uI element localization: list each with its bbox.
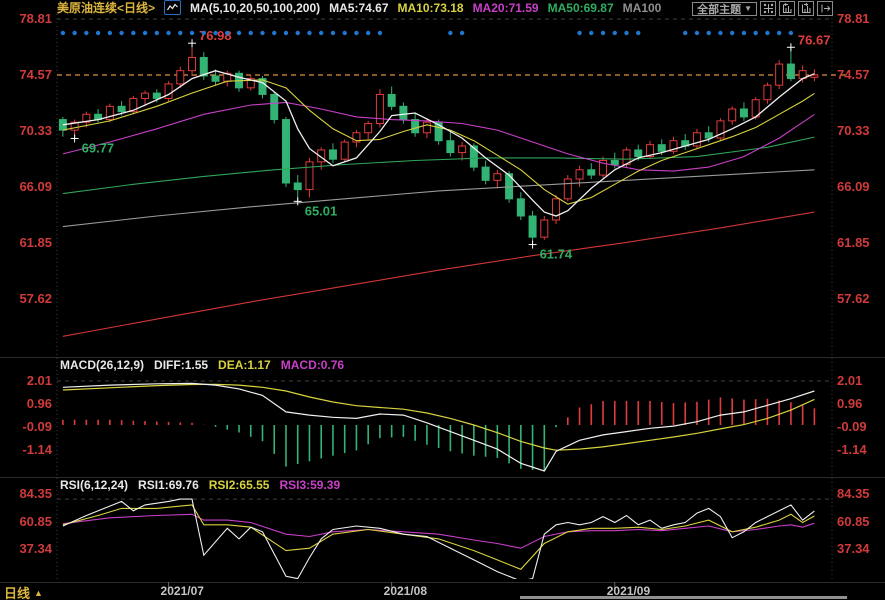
rsi-axis-label: 60.85: [19, 514, 52, 529]
ma20-value: MA20:71.59: [472, 0, 539, 15]
macd-axis-label: -0.09: [22, 419, 52, 434]
theme-dropdown-label: 全部主题: [697, 3, 742, 16]
chevron-down-icon: ▼: [744, 4, 752, 13]
macd-value: MACD:0.76: [280, 358, 345, 372]
price-axis-label: 57.62: [19, 291, 52, 306]
rsi2-value: RSI2:65.55: [208, 478, 270, 492]
signal-dots: [60, 30, 794, 36]
diff-line: [62, 382, 815, 472]
macd-diff-value: DIFF:1.55: [154, 358, 209, 372]
rsi-axis-label: 37.34: [837, 541, 870, 556]
period-selector[interactable]: 日线 ▲: [4, 583, 43, 600]
rsi3-value: RSI3:59.39: [279, 478, 341, 492]
rsi-axis-label: 84.35: [19, 486, 52, 501]
price-axis-label: 78.81: [19, 11, 52, 26]
theme-dropdown[interactable]: 全部主题 ▼: [692, 1, 757, 16]
ma-line-MA100: [62, 169, 815, 228]
dea-line: [62, 383, 815, 451]
horizontal-scrollbar-thumb[interactable]: [520, 596, 847, 599]
price-annotation: 76.98: [199, 28, 232, 43]
price-annotation: 76.67: [798, 32, 831, 47]
macd-panel-header[interactable]: MACD(26,12,9) DIFF:1.55 DEA:1.17 MACD:0.…: [60, 358, 344, 372]
price-axis-label: 70.33: [19, 123, 52, 138]
ma5-value: MA5:74.67: [329, 0, 389, 15]
macd-axis-label: -0.09: [837, 419, 867, 434]
rsi-axis-label: 37.34: [19, 541, 52, 556]
macd-axis-label: 0.96: [26, 396, 52, 411]
macd-axis-label: -1.14: [837, 442, 867, 457]
x-axis-date: 2021/09: [606, 584, 651, 598]
period-tag[interactable]: <日线>: [117, 1, 156, 15]
macd-axis-label: 2.01: [837, 373, 863, 388]
price-axis-label: 78.81: [837, 11, 870, 26]
price-axis-label: 61.85: [19, 235, 52, 250]
chart-header: 美原油连续 <日线> MA(5,10,20,50,100,200) MA5:74.…: [57, 0, 661, 15]
rsi-axis-label: 84.35: [837, 486, 870, 501]
ma-line-MA10: [62, 79, 815, 205]
rsi1-line: [62, 498, 815, 579]
ma-line-MA5: [62, 70, 815, 217]
crosshair-icon[interactable]: [760, 1, 776, 16]
rsi1-value: RSI1:69.76: [138, 478, 199, 492]
compress-chart-icon[interactable]: [779, 1, 795, 16]
macd-axis-label: 2.01: [26, 373, 52, 388]
macd-dea-value: DEA:1.17: [218, 358, 271, 372]
price-axis-label: 66.09: [837, 179, 870, 194]
macd-title: MACD(26,12,9): [60, 358, 145, 372]
price-axis-label: 57.62: [837, 291, 870, 306]
chart-thumbnail-icon[interactable]: [164, 0, 182, 15]
price-annotation: 65.01: [305, 203, 338, 218]
macd-axis-label: -1.14: [22, 442, 52, 457]
triangle-up-icon: ▲: [34, 587, 43, 598]
price-axis-label: 74.57: [837, 67, 870, 82]
rsi3-line: [62, 513, 815, 549]
expand-chart-icon[interactable]: [798, 1, 814, 16]
macd-axis-label: 0.96: [837, 396, 863, 411]
price-axis-label: 61.85: [837, 235, 870, 250]
period-label: 日线: [4, 586, 31, 600]
macd-histogram: [62, 397, 816, 472]
ma10-value: MA10:73.18: [397, 0, 464, 15]
ma-line-MA200: [62, 211, 815, 337]
price-annotation: 69.77: [82, 140, 115, 155]
rsi-title: RSI(6,12,24): [60, 478, 129, 492]
x-axis-date: 2021/07: [160, 584, 204, 598]
rsi-panel-header[interactable]: RSI(6,12,24) RSI1:69.76 RSI2:65.55 RSI3:…: [60, 478, 340, 492]
ma-line-MA20: [62, 101, 815, 172]
ma-line-MA50: [62, 136, 815, 195]
ma-settings-label: MA(5,10,20,50,100,200): [190, 0, 321, 15]
price-axis-label: 66.09: [19, 179, 52, 194]
ma100-value: MA100: [622, 0, 662, 15]
page-forward-icon[interactable]: [817, 1, 833, 16]
rsi-axis-label: 60.85: [837, 514, 870, 529]
ma50-value: MA50:69.87: [547, 0, 614, 15]
price-annotation: 61.74: [540, 247, 573, 262]
x-axis-date: 2021/08: [383, 584, 428, 598]
chart-toolbar: 全部主题 ▼: [692, 1, 833, 16]
price-axis-label: 70.33: [837, 123, 870, 138]
instrument-title[interactable]: 美原油连续 <日线>: [57, 0, 155, 16]
price-axis-label: 74.57: [19, 67, 52, 82]
symbol-name[interactable]: 美原油连续: [57, 1, 118, 15]
